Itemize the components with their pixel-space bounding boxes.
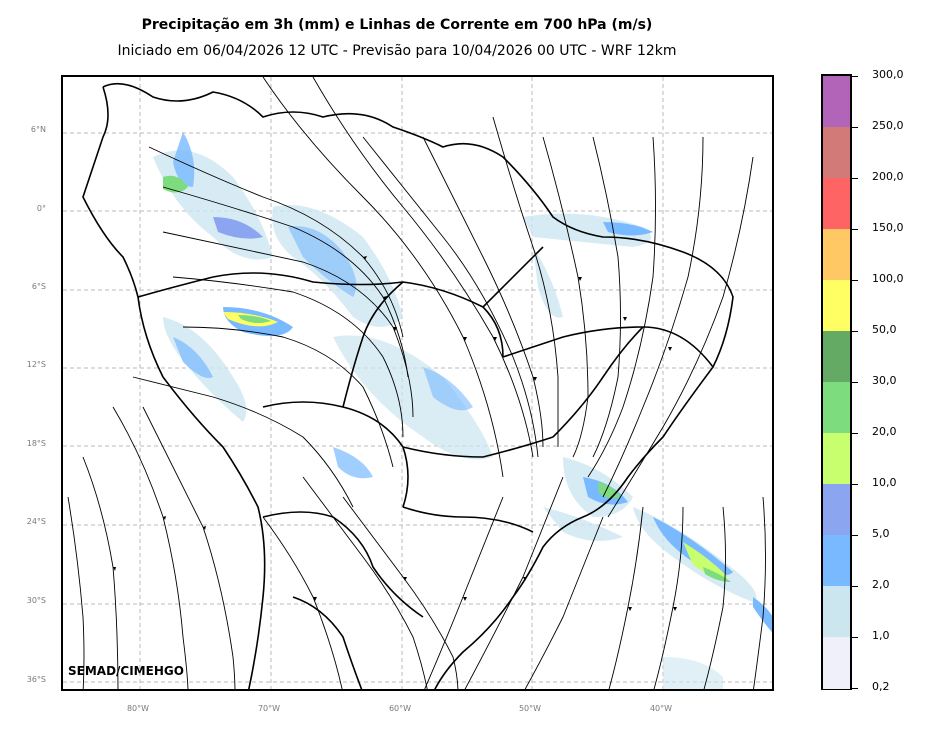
lat-label: 18°S [26, 439, 46, 448]
credit-label: SEMAD/CIMEHGO [68, 664, 184, 678]
colorbar-tick-label: 50,0 [872, 323, 897, 336]
colorbar-tick [852, 433, 858, 434]
colorbar-tick [852, 586, 858, 587]
colorbar-segment [823, 484, 850, 536]
colorbar-segment [823, 637, 850, 689]
colorbar-segment [823, 178, 850, 230]
colorbar-tick [852, 382, 858, 383]
streamline-arrows [113, 256, 677, 611]
lon-label: 60°W [388, 704, 412, 713]
colorbar-tick-label: 20,0 [872, 425, 897, 438]
colorbar-tick [852, 484, 858, 485]
lon-label: 70°W [257, 704, 281, 713]
colorbar [821, 74, 852, 690]
colorbar-segment [823, 331, 850, 383]
lon-label: 50°W [518, 704, 542, 713]
colorbar-tick [852, 535, 858, 536]
colorbar-tick [852, 127, 858, 128]
colorbar-tick [852, 76, 858, 77]
colorbar-tick-label: 100,0 [872, 272, 904, 285]
colorbar-segment [823, 127, 850, 179]
colorbar-tick [852, 637, 858, 638]
coastline-and-borders [82, 82, 734, 689]
lat-label: 6°N [30, 125, 46, 134]
colorbar-tick-label: 30,0 [872, 374, 897, 387]
colorbar-tick [852, 331, 858, 332]
colorbar-tick-label: 0,2 [872, 680, 890, 693]
lat-label: 12°S [26, 360, 46, 369]
lat-label: 6°S [31, 282, 46, 291]
map-subtitle: Iniciado em 06/04/2026 12 UTC - Previsão… [117, 43, 677, 59]
precipitation-field [153, 132, 772, 689]
colorbar-tick [852, 688, 858, 689]
colorbar-segment [823, 535, 850, 587]
map-title: Precipitação em 3h (mm) e Linhas de Corr… [141, 17, 653, 33]
colorbar-tick-label: 2,0 [872, 578, 890, 591]
colorbar-tick-label: 1,0 [872, 629, 890, 642]
colorbar-segment [823, 76, 850, 128]
colorbar-tick [852, 229, 858, 230]
colorbar-tick [852, 178, 858, 179]
streamlines [67, 77, 766, 689]
colorbar-tick-label: 150,0 [872, 221, 904, 234]
colorbar-segment [823, 382, 850, 434]
lon-label: 80°W [126, 704, 150, 713]
lat-label: 0° [36, 204, 46, 213]
lat-label: 30°S [26, 596, 46, 605]
colorbar-tick-label: 10,0 [872, 476, 897, 489]
colorbar-tick-label: 250,0 [872, 119, 904, 132]
map-canvas [63, 77, 772, 689]
colorbar-segment [823, 433, 850, 485]
colorbar-tick [852, 280, 858, 281]
colorbar-tick-label: 200,0 [872, 170, 904, 183]
colorbar-tick-label: 300,0 [872, 68, 904, 81]
colorbar-segment [823, 229, 850, 281]
lat-label: 36°S [26, 675, 46, 684]
colorbar-segment [823, 586, 850, 638]
colorbar-segment [823, 280, 850, 332]
map-panel [61, 75, 774, 691]
lon-label: 40°W [649, 704, 673, 713]
lat-label: 24°S [26, 517, 46, 526]
colorbar-tick-label: 5,0 [872, 527, 890, 540]
